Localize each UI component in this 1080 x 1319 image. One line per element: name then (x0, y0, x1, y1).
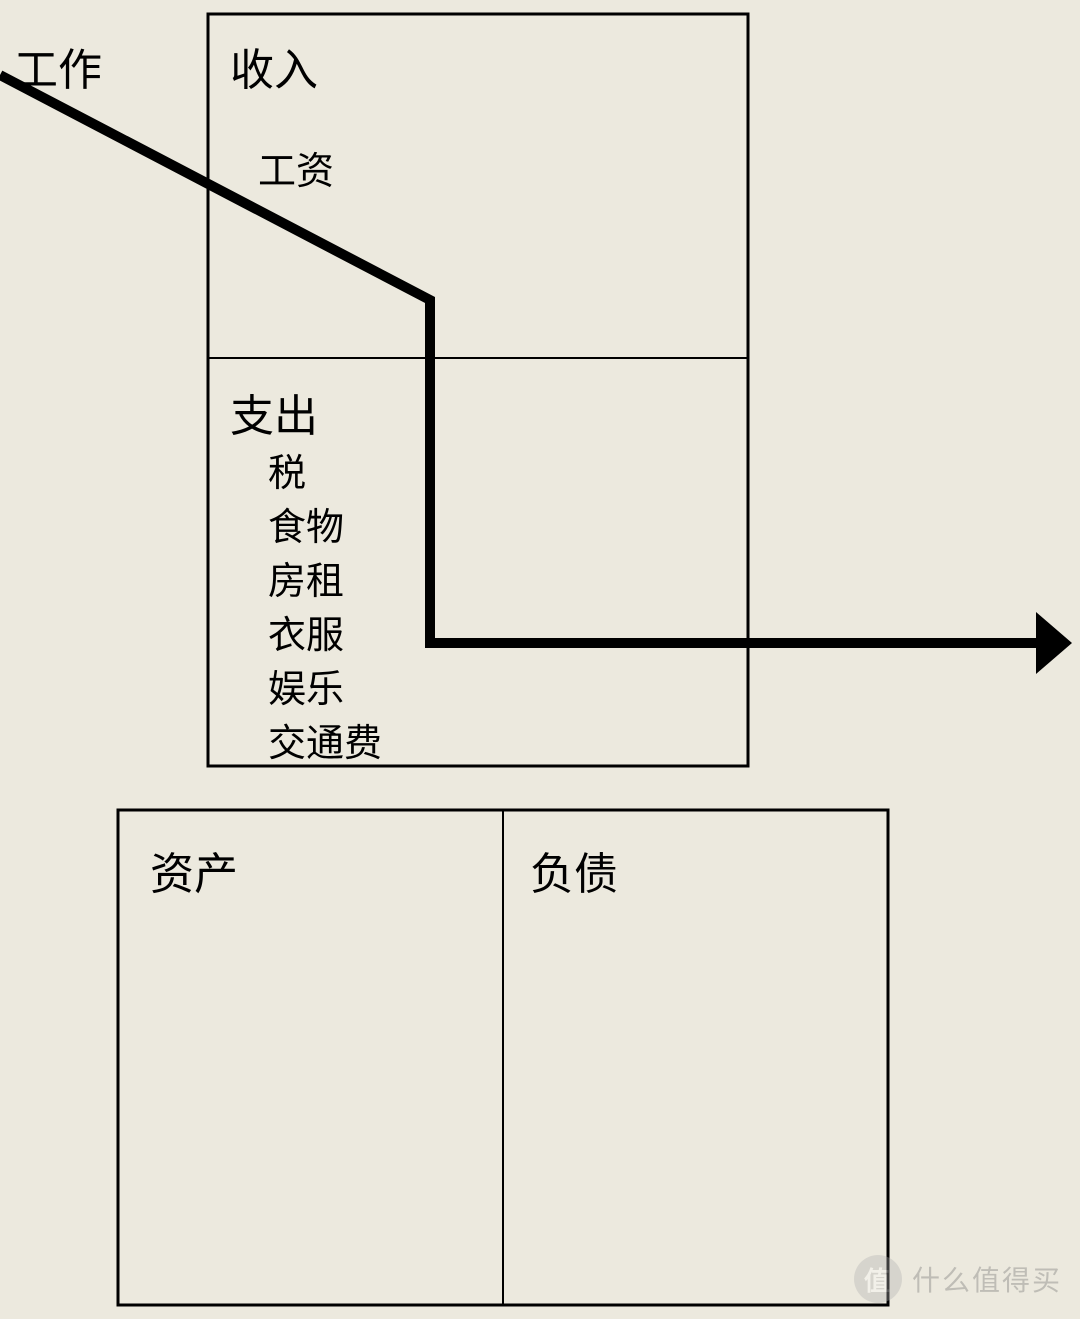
watermark: 值 什么值得买 (854, 1255, 1062, 1303)
assets-heading: 资产 (150, 838, 238, 902)
income-heading: 收入 (230, 34, 318, 98)
expense-item: 交通费 (268, 712, 382, 767)
diagram-stage: 工作 收入 工资 支出 税食物房租衣服娱乐交通费 资产 负债 值 什么值得买 (0, 0, 1080, 1319)
cashflow-arrowhead-icon (1036, 612, 1072, 674)
expense-item: 税 (268, 442, 306, 497)
expense-item: 娱乐 (268, 658, 344, 713)
cashflow-arrow-path (0, 75, 1040, 643)
expense-item: 房租 (268, 550, 344, 605)
expense-item: 食物 (268, 496, 344, 551)
expense-item: 衣服 (268, 604, 344, 659)
watermark-badge-icon: 值 (854, 1255, 902, 1303)
watermark-text: 什么值得买 (912, 1259, 1062, 1299)
liabilities-heading: 负债 (530, 838, 618, 902)
diagram-svg (0, 0, 1080, 1319)
expense-heading: 支出 (230, 380, 318, 444)
income-item-salary: 工资 (258, 140, 334, 195)
external-work-label: 工作 (14, 34, 102, 98)
